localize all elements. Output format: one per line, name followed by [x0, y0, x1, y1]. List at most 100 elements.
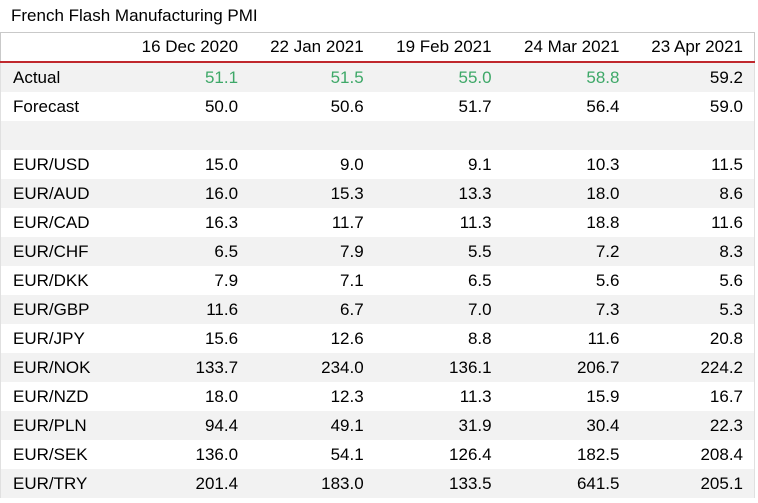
actual-cell: 51.5: [249, 62, 375, 92]
row-label: EUR/NZD: [0, 382, 120, 411]
actual-cell: 59.2: [630, 62, 756, 92]
pair-value-cell: 30.4: [502, 411, 631, 440]
header-corner: [0, 32, 120, 63]
actual-cell: 58.8: [502, 62, 631, 92]
pair-row: EUR/AUD 16.0 15.3 13.3 18.0 8.6: [0, 179, 756, 208]
spacer-cell: [502, 121, 631, 150]
pmi-table: 16 Dec 2020 22 Jan 2021 19 Feb 2021 24 M…: [0, 32, 756, 498]
forecast-row: Forecast 50.0 50.6 51.7 56.4 59.0: [0, 92, 756, 121]
pair-value-cell: 183.0: [249, 469, 375, 498]
pair-value-cell: 18.0: [120, 382, 250, 411]
forecast-cell: 50.6: [249, 92, 375, 121]
date-header: 23 Apr 2021: [630, 32, 756, 63]
pair-value-cell: 126.4: [374, 440, 503, 469]
header-row: 16 Dec 2020 22 Jan 2021 19 Feb 2021 24 M…: [0, 32, 756, 63]
pair-value-cell: 22.3: [630, 411, 756, 440]
row-label: EUR/CAD: [0, 208, 120, 237]
actual-row: Actual 51.1 51.5 55.0 58.8 59.2: [0, 62, 756, 92]
pair-value-cell: 20.8: [630, 324, 756, 353]
pair-value-cell: 13.3: [374, 179, 503, 208]
pair-row: EUR/SEK 136.0 54.1 126.4 182.5 208.4: [0, 440, 756, 469]
pair-value-cell: 12.6: [249, 324, 375, 353]
pair-row: EUR/CHF 6.5 7.9 5.5 7.2 8.3: [0, 237, 756, 266]
pair-value-cell: 11.7: [249, 208, 375, 237]
pair-value-cell: 7.9: [249, 237, 375, 266]
pair-value-cell: 6.5: [120, 237, 250, 266]
row-label: EUR/USD: [0, 150, 120, 179]
pair-value-cell: 11.6: [502, 324, 631, 353]
pair-value-cell: 8.8: [374, 324, 503, 353]
pair-value-cell: 94.4: [120, 411, 250, 440]
pair-value-cell: 6.7: [249, 295, 375, 324]
pair-value-cell: 208.4: [630, 440, 756, 469]
actual-cell: 55.0: [374, 62, 503, 92]
spacer-cell: [374, 121, 503, 150]
pair-value-cell: 205.1: [630, 469, 756, 498]
pair-value-cell: 224.2: [630, 353, 756, 382]
pair-value-cell: 16.7: [630, 382, 756, 411]
pair-value-cell: 136.0: [120, 440, 250, 469]
row-label: EUR/SEK: [0, 440, 120, 469]
pair-value-cell: 16.0: [120, 179, 250, 208]
pair-value-cell: 201.4: [120, 469, 250, 498]
pair-value-cell: 9.1: [374, 150, 503, 179]
pair-value-cell: 8.3: [630, 237, 756, 266]
pair-row: EUR/JPY 15.6 12.6 8.8 11.6 20.8: [0, 324, 756, 353]
row-label: EUR/CHF: [0, 237, 120, 266]
pair-value-cell: 15.9: [502, 382, 631, 411]
pair-value-cell: 7.2: [502, 237, 631, 266]
date-header: 22 Jan 2021: [249, 32, 375, 63]
row-label: EUR/TRY: [0, 469, 120, 498]
pair-row: EUR/NZD 18.0 12.3 11.3 15.9 16.7: [0, 382, 756, 411]
pair-value-cell: 7.3: [502, 295, 631, 324]
pair-row: EUR/TRY 201.4 183.0 133.5 641.5 205.1: [0, 469, 756, 498]
row-label: EUR/GBP: [0, 295, 120, 324]
forecast-cell: 59.0: [630, 92, 756, 121]
pair-value-cell: 7.0: [374, 295, 503, 324]
pair-value-cell: 15.6: [120, 324, 250, 353]
spacer-row: [0, 121, 756, 150]
forecast-cell: 51.7: [374, 92, 503, 121]
pair-value-cell: 6.5: [374, 266, 503, 295]
actual-cell: 51.1: [120, 62, 250, 92]
pair-value-cell: 11.3: [374, 208, 503, 237]
row-label: EUR/AUD: [0, 179, 120, 208]
spacer-cell: [0, 121, 120, 150]
pair-row: EUR/CAD 16.3 11.7 11.3 18.8 11.6: [0, 208, 756, 237]
pair-value-cell: 11.5: [630, 150, 756, 179]
pair-value-cell: 49.1: [249, 411, 375, 440]
forecast-cell: 56.4: [502, 92, 631, 121]
pair-value-cell: 15.0: [120, 150, 250, 179]
pair-value-cell: 133.5: [374, 469, 503, 498]
pair-row: EUR/NOK 133.7 234.0 136.1 206.7 224.2: [0, 353, 756, 382]
row-label: EUR/PLN: [0, 411, 120, 440]
pair-value-cell: 182.5: [502, 440, 631, 469]
forecast-cell: 50.0: [120, 92, 250, 121]
date-header: 19 Feb 2021: [374, 32, 503, 63]
spacer-cell: [249, 121, 375, 150]
row-label: EUR/DKK: [0, 266, 120, 295]
pair-value-cell: 234.0: [249, 353, 375, 382]
row-label: EUR/NOK: [0, 353, 120, 382]
pair-value-cell: 136.1: [374, 353, 503, 382]
date-header: 24 Mar 2021: [502, 32, 631, 63]
pair-value-cell: 206.7: [502, 353, 631, 382]
pair-value-cell: 18.0: [502, 179, 631, 208]
pair-row: EUR/DKK 7.9 7.1 6.5 5.6 5.6: [0, 266, 756, 295]
pair-value-cell: 18.8: [502, 208, 631, 237]
pair-value-cell: 11.6: [630, 208, 756, 237]
pair-value-cell: 8.6: [630, 179, 756, 208]
pair-value-cell: 16.3: [120, 208, 250, 237]
spacer-cell: [120, 121, 250, 150]
pair-value-cell: 11.3: [374, 382, 503, 411]
pair-value-cell: 10.3: [502, 150, 631, 179]
pair-value-cell: 5.6: [502, 266, 631, 295]
pair-value-cell: 31.9: [374, 411, 503, 440]
row-label: Forecast: [0, 92, 120, 121]
date-header: 16 Dec 2020: [120, 32, 250, 63]
pair-row: EUR/USD 15.0 9.0 9.1 10.3 11.5: [0, 150, 756, 179]
pair-value-cell: 5.6: [630, 266, 756, 295]
pair-row: EUR/GBP 11.6 6.7 7.0 7.3 5.3: [0, 295, 756, 324]
pair-value-cell: 12.3: [249, 382, 375, 411]
pair-value-cell: 15.3: [249, 179, 375, 208]
